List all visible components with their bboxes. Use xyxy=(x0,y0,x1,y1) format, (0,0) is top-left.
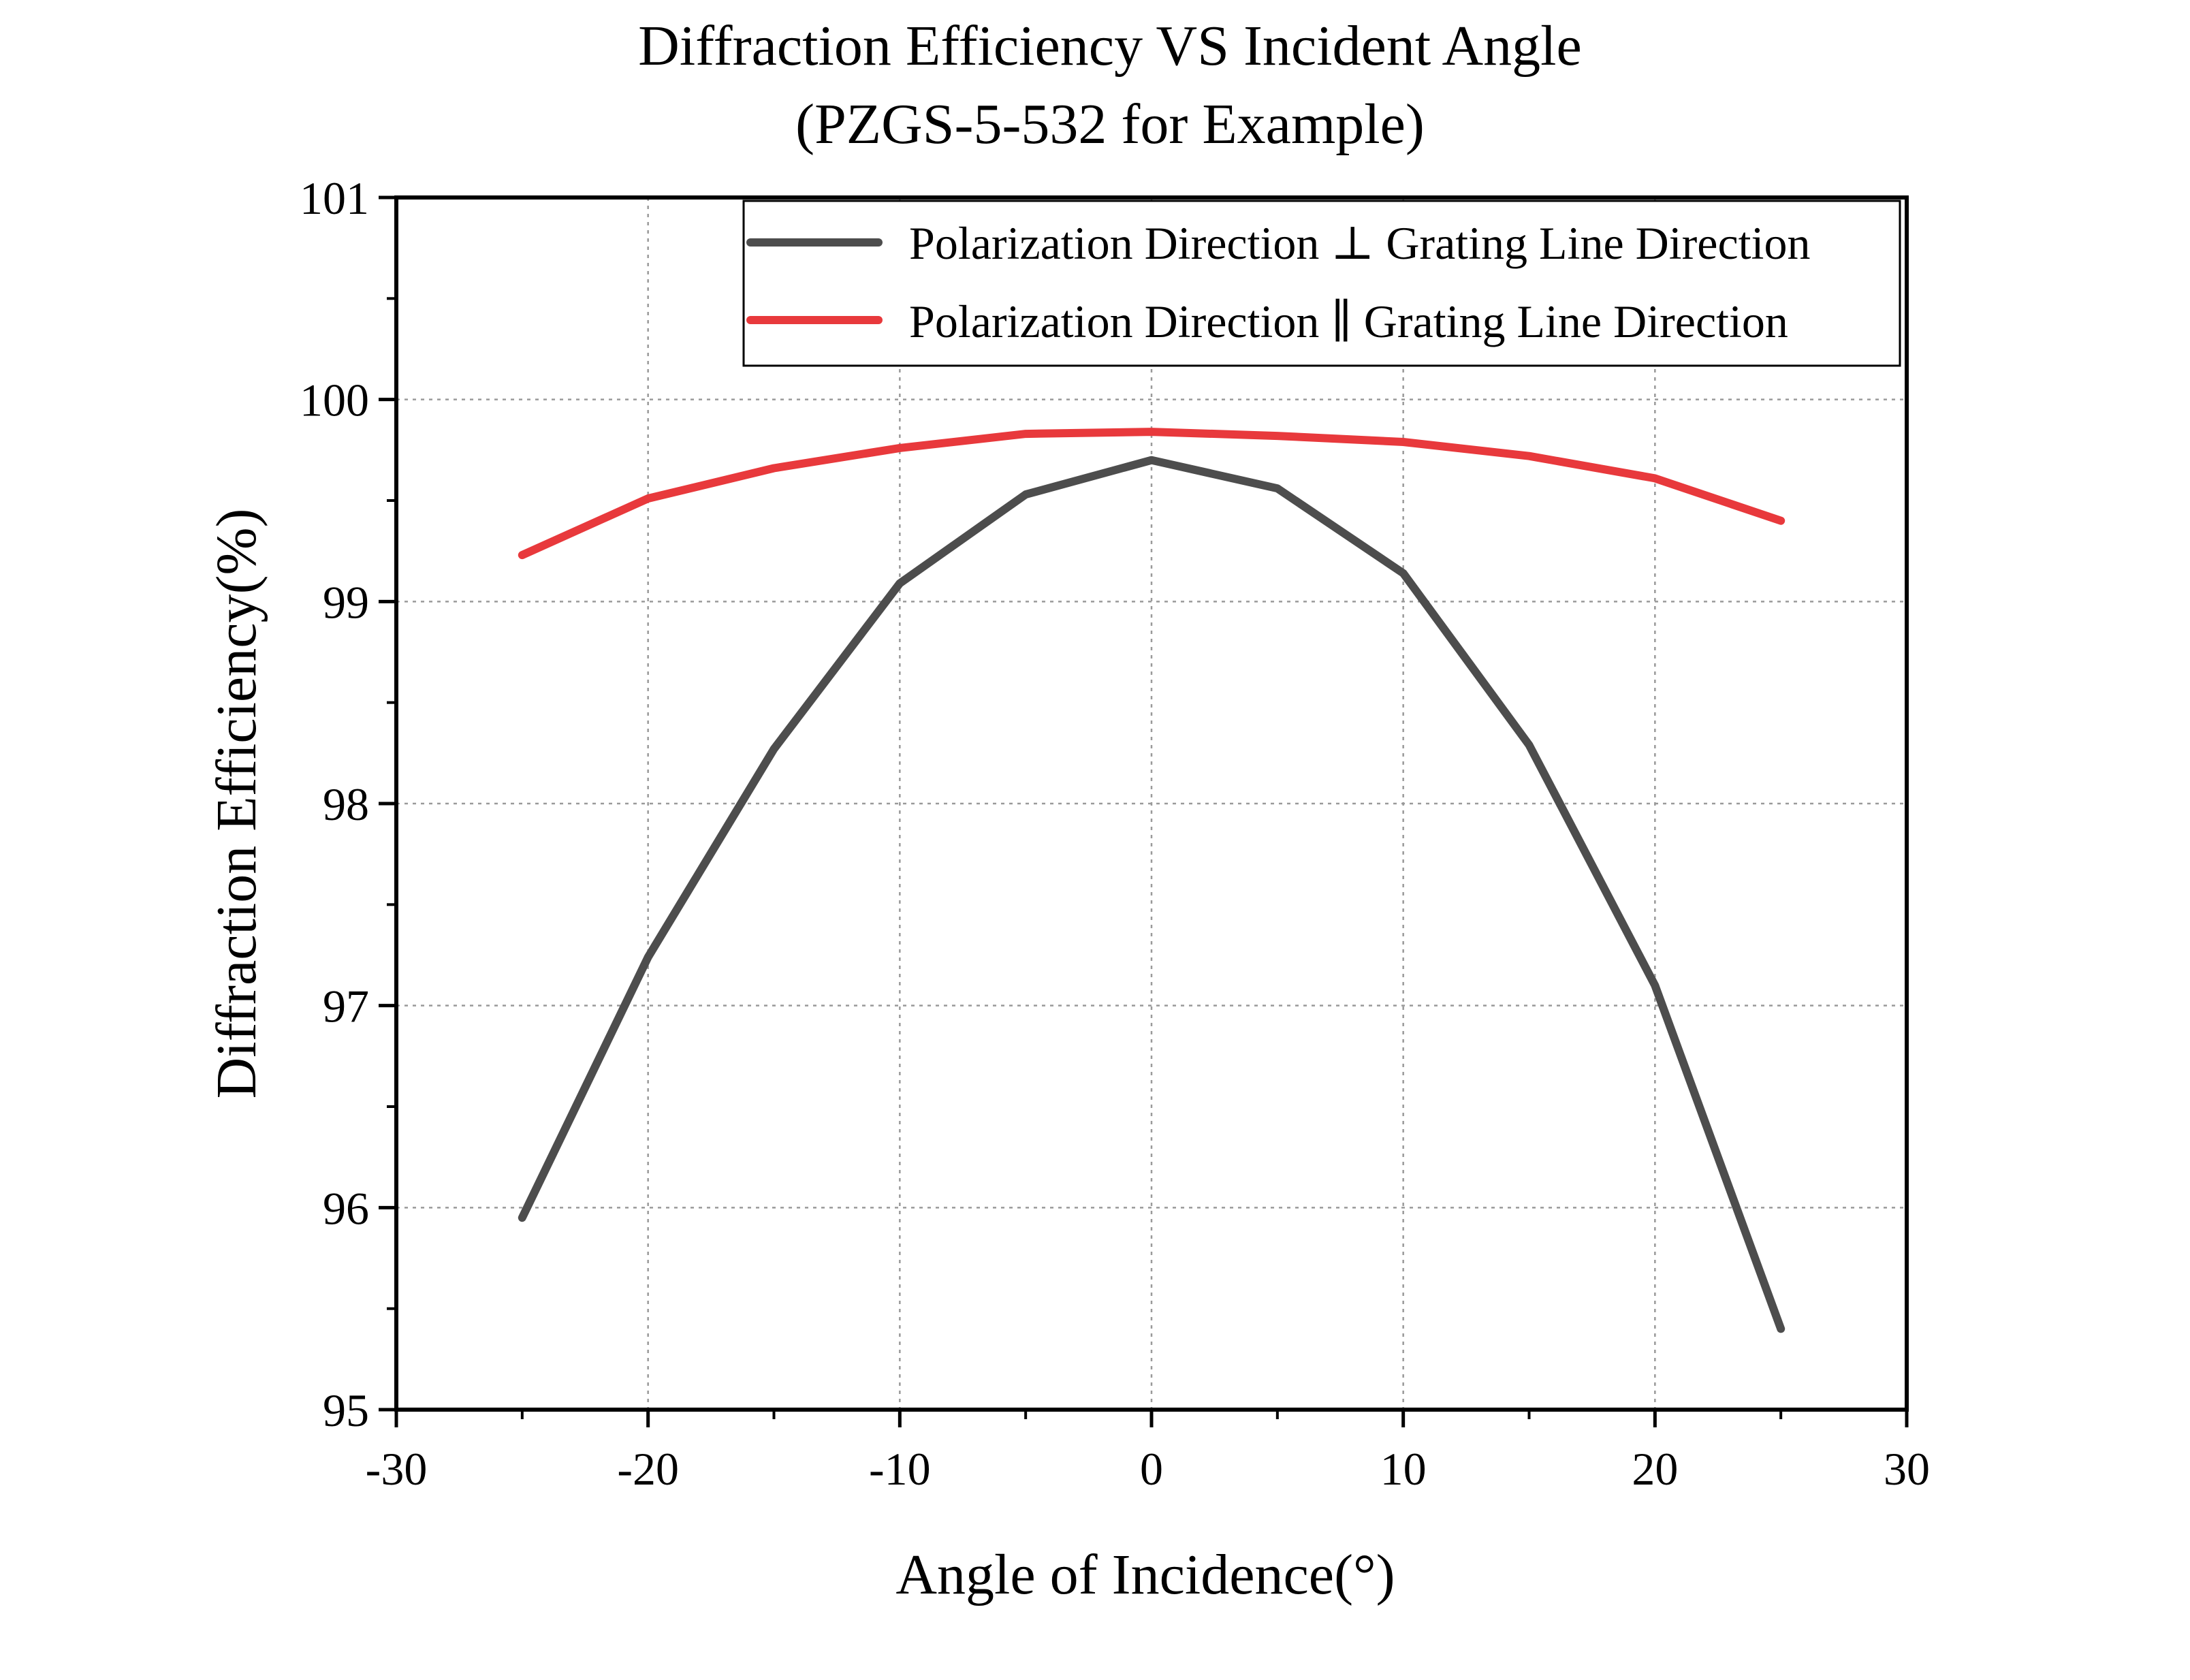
series-line-parallel xyxy=(518,428,1786,560)
axes-layer xyxy=(379,195,1909,1427)
x-tick-label: 20 xyxy=(1632,1443,1678,1495)
y-tick-label: 96 xyxy=(323,1182,369,1234)
chart-subtitle: (PZGS-5-532 for Example) xyxy=(795,93,1425,156)
y-axis-title: Diffraction Efficiency(%) xyxy=(205,509,268,1099)
legend: Polarization Direction ⊥ Grating Line Di… xyxy=(742,200,1901,367)
series-line-perpendicular xyxy=(518,456,1786,1333)
x-tick-label: 0 xyxy=(1140,1443,1163,1495)
legend-label-perpendicular: Polarization Direction ⊥ Grating Line Di… xyxy=(909,217,1810,269)
chart-title: Diffraction Efficiency VS Incident Angle xyxy=(638,14,1582,78)
x-tick-label: -30 xyxy=(366,1443,428,1495)
y-tick-label: 101 xyxy=(300,172,369,224)
y-tick-label: 100 xyxy=(300,375,369,426)
y-tick-label: 98 xyxy=(323,778,369,830)
series-layer xyxy=(518,428,1786,1333)
x-tick-label: -10 xyxy=(869,1443,931,1495)
y-tick-label: 97 xyxy=(323,981,369,1032)
legend-box xyxy=(742,200,1901,367)
x-tick-label: -20 xyxy=(617,1443,679,1495)
legend-label-parallel: Polarization Direction ∥ Grating Line Di… xyxy=(909,296,1788,347)
x-axis-title: Angle of Incidence(°) xyxy=(895,1543,1395,1606)
y-tick-label: 95 xyxy=(323,1384,369,1436)
grid-layer xyxy=(396,197,1907,1410)
y-tick-label: 99 xyxy=(323,576,369,628)
x-tick-label: 10 xyxy=(1380,1443,1427,1495)
tick-labels-layer: -30 -20 -10 0 10 20 30 95 96 97 98 99 100 101 xyxy=(300,172,1930,1495)
x-tick-label: 30 xyxy=(1884,1443,1930,1495)
